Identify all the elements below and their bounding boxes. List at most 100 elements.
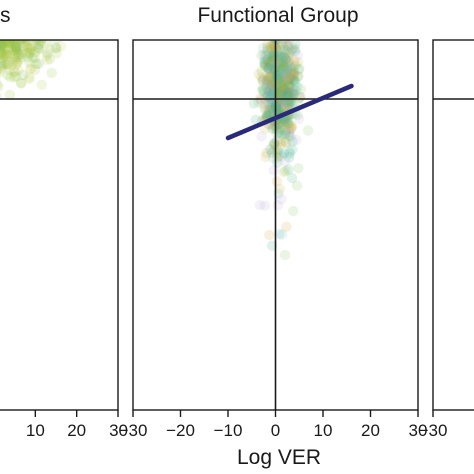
data-point xyxy=(274,50,286,61)
data-point xyxy=(279,156,291,167)
data-point xyxy=(268,104,279,115)
data-point xyxy=(288,84,300,95)
data-point xyxy=(256,131,267,142)
data-point xyxy=(279,74,290,85)
data-point xyxy=(51,42,62,53)
panel-plot-area-1 xyxy=(0,0,118,101)
data-point xyxy=(293,113,305,125)
data-point xyxy=(11,18,21,28)
data-point xyxy=(266,44,277,55)
data-point xyxy=(1,40,13,46)
data-point xyxy=(264,104,276,115)
data-point xyxy=(277,40,288,50)
data-point xyxy=(277,59,288,71)
data-point xyxy=(280,40,291,48)
data-point xyxy=(34,43,45,55)
data-point xyxy=(46,67,57,79)
data-point xyxy=(276,90,288,101)
data-point xyxy=(275,124,286,135)
data-point xyxy=(263,63,275,75)
data-point xyxy=(278,40,290,45)
data-point xyxy=(283,56,294,67)
data-point xyxy=(282,70,293,81)
data-point xyxy=(287,89,298,100)
data-point xyxy=(257,75,268,86)
data-point xyxy=(21,23,31,33)
data-point xyxy=(275,81,286,92)
data-point xyxy=(4,40,15,48)
data-point xyxy=(1,29,11,39)
data-point xyxy=(274,118,285,130)
data-point xyxy=(281,86,292,98)
data-point xyxy=(275,95,286,106)
data-point xyxy=(38,0,48,9)
data-point xyxy=(274,87,286,99)
data-point xyxy=(274,71,286,83)
data-point xyxy=(285,46,296,57)
data-point xyxy=(281,97,293,109)
x-tick-label: 20 xyxy=(361,421,380,440)
data-point xyxy=(284,117,295,129)
data-point xyxy=(29,47,41,58)
data-point xyxy=(0,40,8,48)
data-point xyxy=(15,77,27,89)
data-point xyxy=(283,130,294,141)
data-point xyxy=(264,64,275,75)
data-point xyxy=(2,69,13,81)
data-point xyxy=(271,123,282,135)
data-point xyxy=(290,85,301,96)
data-point xyxy=(0,50,9,61)
data-point xyxy=(278,51,290,63)
data-point xyxy=(4,30,14,40)
data-point xyxy=(277,41,289,52)
data-point xyxy=(22,52,33,63)
data-point xyxy=(280,53,291,64)
data-point xyxy=(289,60,300,72)
data-point xyxy=(271,104,282,116)
data-point xyxy=(266,80,277,91)
data-point xyxy=(265,144,276,155)
data-point xyxy=(275,136,286,147)
data-point xyxy=(11,40,22,46)
data-point xyxy=(33,40,44,45)
data-point xyxy=(291,180,303,191)
data-point xyxy=(2,40,12,43)
data-point xyxy=(3,43,14,54)
x-tick-label: −20 xyxy=(166,421,195,440)
data-point xyxy=(0,40,5,44)
data-point xyxy=(0,40,7,51)
data-point xyxy=(290,59,302,71)
data-point xyxy=(22,0,32,7)
data-point xyxy=(19,40,30,48)
data-point xyxy=(278,85,289,97)
data-point xyxy=(290,43,301,55)
data-point xyxy=(287,69,298,80)
data-point xyxy=(276,92,287,104)
data-point xyxy=(261,147,272,159)
data-point xyxy=(293,71,304,82)
data-point xyxy=(0,40,8,52)
data-point xyxy=(278,166,289,178)
data-point xyxy=(269,145,280,156)
data-point xyxy=(276,193,287,205)
data-point xyxy=(266,64,278,76)
data-point xyxy=(0,40,10,52)
data-point xyxy=(258,49,269,61)
data-point xyxy=(274,128,286,139)
data-point xyxy=(268,65,280,77)
data-point xyxy=(274,51,285,62)
data-point xyxy=(260,104,271,115)
data-point xyxy=(274,84,285,95)
data-point xyxy=(262,42,273,53)
data-point xyxy=(279,119,291,130)
data-point xyxy=(278,65,289,76)
data-point xyxy=(12,51,23,62)
data-point xyxy=(271,135,283,146)
data-point xyxy=(284,80,296,92)
data-point xyxy=(17,17,27,27)
data-point xyxy=(41,50,52,62)
data-point xyxy=(10,3,20,13)
data-point xyxy=(9,40,21,48)
data-point xyxy=(281,221,292,232)
data-point xyxy=(268,103,280,115)
